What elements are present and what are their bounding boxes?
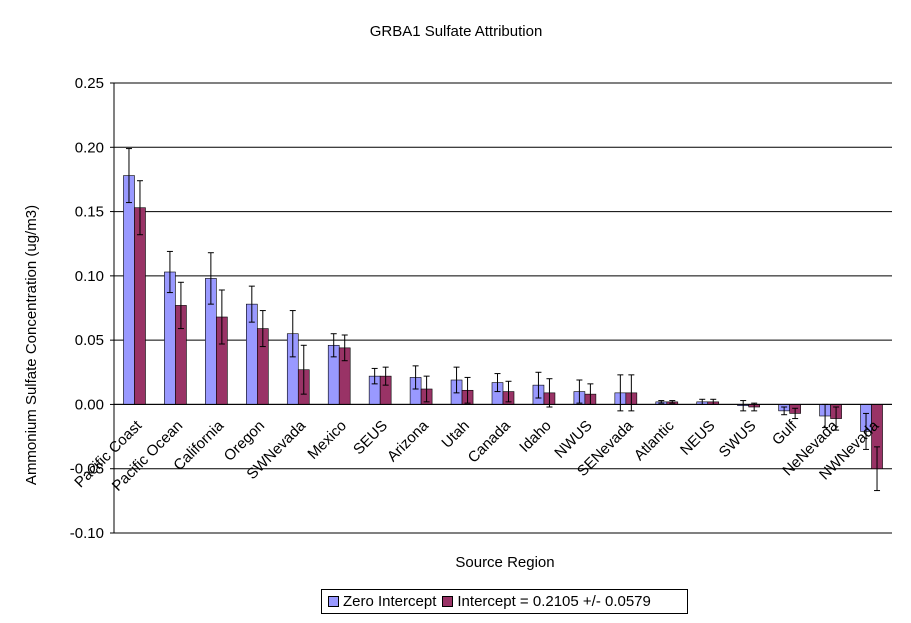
x-tick-label: SWUS	[716, 417, 760, 461]
x-tick-label: Arizona	[384, 417, 432, 465]
y-axis-label: Ammonium Sulfate Concentration (ug/m3)	[23, 205, 40, 485]
y-tick-label: 0.05	[75, 332, 104, 349]
y-tick-label: -0.10	[70, 525, 104, 542]
y-tick-label: 0.00	[75, 396, 104, 413]
legend-item-intercept: Intercept = 0.2105 +/- 0.0579	[442, 593, 651, 610]
x-tick-label: Atlantic	[631, 417, 678, 464]
y-tick-label: 0.10	[75, 268, 104, 285]
legend: Zero Intercept Intercept = 0.2105 +/- 0.…	[321, 589, 688, 614]
x-tick-label: Gulf	[769, 417, 801, 449]
x-tick-label: Idaho	[516, 417, 555, 456]
legend-swatch-intercept	[442, 596, 454, 607]
x-tick-label: Canada	[465, 417, 515, 467]
bar-zero-intercept	[123, 175, 135, 405]
legend-swatch-zero-intercept	[328, 596, 339, 607]
x-axis-label: Source Region	[455, 554, 554, 571]
y-tick-label: -0.05	[70, 461, 104, 478]
y-tick-label: 0.20	[75, 139, 104, 156]
legend-label-zero-intercept: Zero Intercept	[343, 593, 437, 610]
x-tick-label: Mexico	[304, 417, 350, 463]
bar-intercept	[134, 207, 146, 405]
legend-label-intercept: Intercept = 0.2105 +/- 0.0579	[457, 593, 651, 610]
y-tick-label: 0.15	[75, 204, 104, 221]
x-tick-label: Utah	[438, 417, 472, 451]
y-tick-label: 0.25	[75, 75, 104, 92]
x-tick-label: NEUS	[677, 417, 718, 458]
chart-title: GRBA1 Sulfate Attribution	[370, 23, 543, 40]
plot-area: -0.10-0.050.000.050.100.150.200.25Pacifi…	[70, 75, 892, 542]
legend-item-zero-intercept: Zero Intercept	[328, 593, 436, 610]
